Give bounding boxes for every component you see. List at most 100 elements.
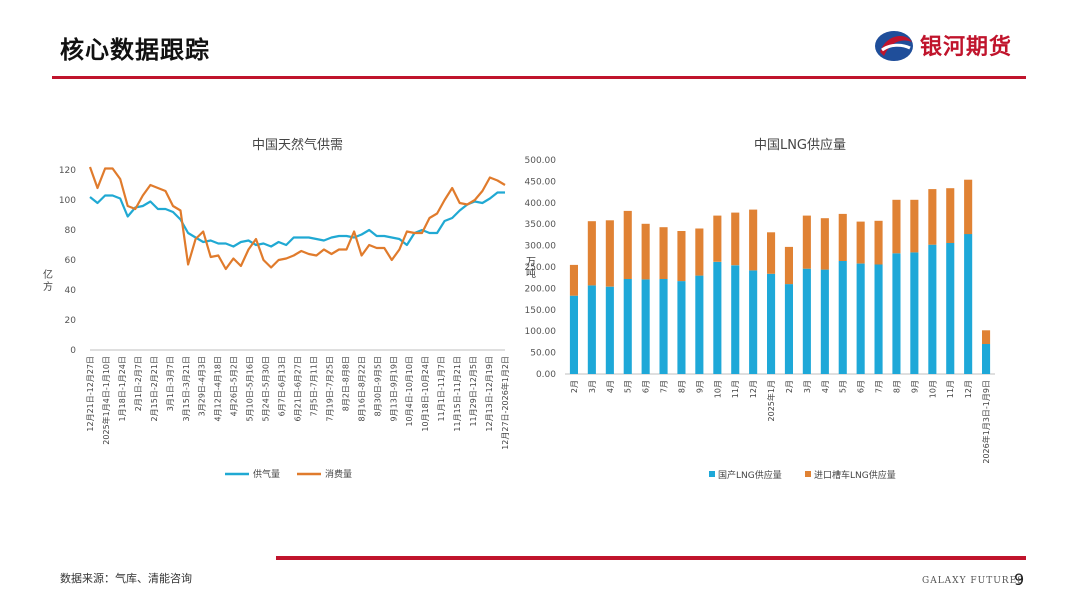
y-tick-label: 500.00: [525, 156, 557, 166]
bar-国产LNG供应量: [874, 264, 883, 374]
bar-国产LNG供应量: [802, 268, 811, 374]
x-tick-label: 2026年1月3日-1月9日: [981, 380, 991, 464]
bar-国产LNG供应量: [569, 295, 578, 374]
y-tick-label: 40: [65, 286, 77, 296]
x-tick-label: 12月13日-12月19日: [485, 356, 494, 432]
x-tick-label: 9月: [695, 380, 704, 393]
x-tick-label: 4月12日-4月18日: [214, 356, 223, 421]
bar-进口槽车LNG供应量: [767, 232, 776, 274]
x-tick-label: 5月: [839, 380, 848, 393]
brand-name: 银河期货: [920, 35, 1013, 60]
y-tick-label: 120: [59, 166, 76, 176]
x-tick-label: 5月10日-5月16日: [246, 356, 255, 421]
lng-supply-chart: 中国LNG供应量 0.00 50.00 100.00 150.00 200.00 250.0…: [525, 137, 995, 481]
x-tick-label: 11月29日-12月5日: [469, 356, 478, 427]
x-tick-label: 2月: [570, 380, 579, 393]
x-tick-label: 10月: [928, 380, 937, 398]
x-tick-label: 1月18日-1月24日: [118, 356, 127, 421]
bar-进口槽车LNG供应量: [874, 220, 883, 265]
x-tick-label: 3月1日-3月7日: [166, 356, 175, 411]
bar-国产LNG供应量: [749, 270, 758, 374]
y-axis-label: 亿: [43, 268, 53, 281]
series-line-消费量: [88, 166, 506, 271]
bar-进口槽车LNG供应量: [731, 212, 740, 266]
x-tick-label: 2月1日-2月7日: [134, 356, 143, 411]
chart-title: 中国天然气供需: [252, 137, 343, 153]
y-tick-label: 60: [65, 256, 77, 266]
x-tick-label: 7月19日-7月25日: [325, 356, 334, 421]
galaxy-logo-icon: [875, 31, 913, 61]
y-tick-label: 300.00: [525, 242, 557, 252]
x-tick-label: 2025年1月: [766, 380, 776, 421]
x-tick-label: 4月: [606, 380, 615, 393]
legend-swatch: [805, 471, 811, 477]
x-tick-label: 8月: [677, 380, 686, 393]
bar-国产LNG供应量: [856, 263, 865, 374]
legend-label: 消费量: [325, 468, 352, 480]
bar-进口槽车LNG供应量: [784, 246, 793, 285]
x-tick-label: 11月15日-11月21日: [453, 356, 462, 432]
x-tick-label: 2月: [785, 380, 794, 393]
bar-国产LNG供应量: [605, 286, 614, 374]
x-tick-label: 5月: [624, 380, 633, 393]
series-line-供气量: [89, 191, 505, 248]
data-source: 数据来源：气库、清能咨询: [60, 572, 192, 585]
legend-label: 进口槽车LNG供应量: [814, 469, 896, 481]
bar-进口槽车LNG供应量: [892, 199, 901, 254]
bar-国产LNG供应量: [587, 285, 596, 374]
bar-进口槽车LNG供应量: [910, 199, 919, 253]
x-tick-label: 12月27日-2026年1月2日: [500, 356, 510, 450]
x-tick-label: 3月15日-3月21日: [182, 356, 191, 421]
bar-国产LNG供应量: [820, 269, 829, 374]
bar-国产LNG供应量: [659, 279, 668, 374]
bar-进口槽车LNG供应量: [928, 189, 937, 245]
bar-国产LNG供应量: [731, 265, 740, 374]
bar-国产LNG供应量: [982, 344, 991, 374]
x-tick-label: 7月: [875, 380, 884, 393]
bar-国产LNG供应量: [928, 244, 937, 374]
x-tick-label: 10月4日-10月10日: [405, 356, 414, 427]
y-tick-label: 50.00: [530, 349, 556, 359]
bar-国产LNG供应量: [623, 279, 632, 374]
bar-国产LNG供应量: [964, 234, 973, 374]
x-tick-label: 6月7日-6月13日: [278, 356, 287, 416]
legend-label: 国产LNG供应量: [718, 469, 782, 481]
y-tick-label: 350.00: [525, 220, 557, 230]
header-rule: [52, 76, 1026, 79]
page-number: 9: [1014, 570, 1025, 589]
y-tick-label: 250.00: [525, 263, 557, 273]
x-tick-label: 2月15日-2月21日: [150, 356, 159, 421]
footer-rule: [276, 556, 1026, 560]
bar-进口槽车LNG供应量: [856, 221, 865, 264]
x-tick-label: 4月26日-5月2日: [230, 356, 239, 416]
x-tick-label: 12月21日-12月27日: [86, 356, 95, 432]
y-axis-label: 方: [43, 280, 53, 293]
x-tick-label: 11月1日-11月7日: [437, 356, 446, 421]
bar-国产LNG供应量: [641, 279, 650, 374]
x-tick-label: 4月: [821, 380, 830, 393]
x-tick-label: 11月: [731, 380, 740, 398]
bar-国产LNG供应量: [695, 275, 704, 374]
x-tick-label: 2025年1月4日-1月10日: [101, 356, 111, 445]
bar-国产LNG供应量: [767, 273, 776, 374]
x-tick-label: 10月: [713, 380, 722, 398]
bar-国产LNG供应量: [677, 281, 686, 374]
bar-进口槽车LNG供应量: [677, 231, 686, 282]
bar-进口槽车LNG供应量: [838, 213, 847, 261]
y-tick-label: 20: [65, 316, 77, 326]
x-tick-label: 8月: [892, 380, 901, 393]
bar-进口槽车LNG供应量: [982, 330, 991, 344]
bar-国产LNG供应量: [784, 284, 793, 374]
bar-进口槽车LNG供应量: [641, 223, 650, 280]
bar-进口槽车LNG供应量: [820, 218, 829, 270]
bar-国产LNG供应量: [713, 261, 722, 374]
x-tick-label: 7月5日-7月11日: [309, 356, 318, 416]
bar-进口槽车LNG供应量: [659, 227, 668, 279]
bar-进口槽车LNG供应量: [569, 264, 578, 296]
y-tick-label: 400.00: [525, 199, 557, 209]
bar-进口槽车LNG供应量: [695, 228, 704, 276]
x-tick-label: 9月13日-9月19日: [389, 356, 398, 421]
y-tick-label: 450.00: [525, 177, 557, 187]
bar-国产LNG供应量: [838, 261, 847, 374]
legend-swatch: [709, 471, 715, 477]
